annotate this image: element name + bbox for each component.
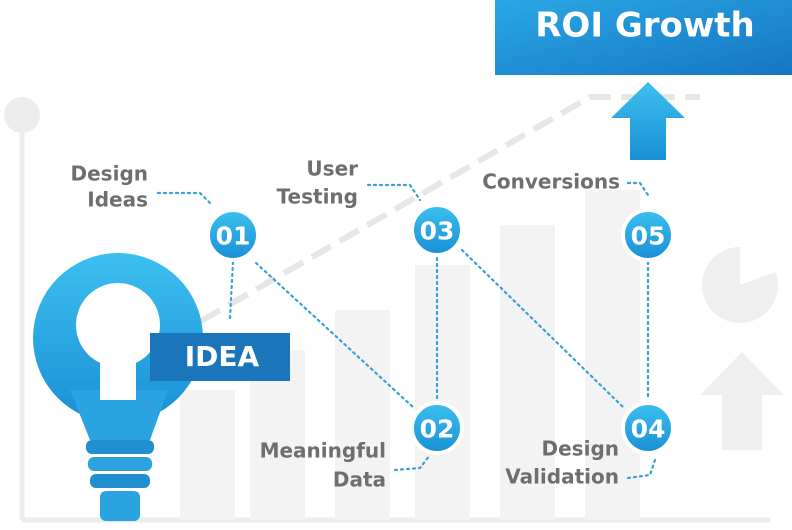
node-label: Design xyxy=(71,162,148,186)
node-label: Conversions xyxy=(482,170,620,194)
node-label: Meaningful xyxy=(260,439,386,463)
node-label: Data xyxy=(333,468,386,492)
title: ROI Growth xyxy=(535,6,754,46)
nodes: 01 02 03 04 05 xyxy=(206,203,675,455)
growth-arrow xyxy=(611,82,685,160)
title-banner xyxy=(495,0,792,75)
node: 02 xyxy=(410,401,464,455)
node: 04 xyxy=(621,401,675,455)
node: 03 xyxy=(410,203,464,257)
node-number: 04 xyxy=(631,415,666,444)
node-label: Testing xyxy=(277,185,358,209)
node-labels: Design Ideas Meaningful Data User Testin… xyxy=(71,157,620,492)
node-label: User xyxy=(306,157,358,181)
lightbulb xyxy=(33,253,203,521)
node-number: 03 xyxy=(420,217,455,246)
idea-tag xyxy=(150,333,290,381)
node-number: 01 xyxy=(216,222,251,251)
node: 05 xyxy=(621,208,675,262)
background xyxy=(4,94,784,523)
connectors xyxy=(156,181,657,480)
node-label: Validation xyxy=(505,465,619,489)
node-number: 02 xyxy=(420,415,455,444)
node: 01 xyxy=(206,208,260,262)
idea-label: IDEA xyxy=(185,340,260,373)
node-label: Design xyxy=(542,437,619,461)
node-label: Ideas xyxy=(87,188,148,212)
node-number: 05 xyxy=(631,222,666,251)
